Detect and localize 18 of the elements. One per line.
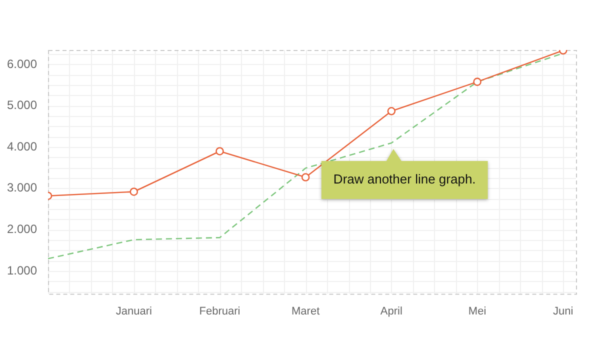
y-tick-label: 4.000	[7, 139, 38, 154]
annotation: Draw another line graph.	[333, 172, 476, 187]
point	[216, 147, 224, 156]
x-tick-label: Januari	[116, 305, 152, 318]
y-tick-label: 3.000	[7, 180, 38, 195]
y-tick-label: 2.000	[7, 222, 38, 236]
x-tick-label: Juni	[553, 305, 574, 318]
y-tick-label: 1.000	[7, 263, 38, 278]
x-tick-label: Februari	[199, 305, 240, 318]
point	[130, 188, 138, 196]
point	[387, 107, 396, 116]
x-tick-label: Maret	[292, 305, 320, 318]
x-tick-label: April	[380, 305, 402, 318]
point	[301, 173, 310, 182]
y-tick-label: 6.000	[7, 56, 38, 71]
x-tick-label: Mei	[468, 305, 486, 318]
point	[473, 78, 482, 86]
y-tick-label: 5.000	[7, 98, 38, 112]
